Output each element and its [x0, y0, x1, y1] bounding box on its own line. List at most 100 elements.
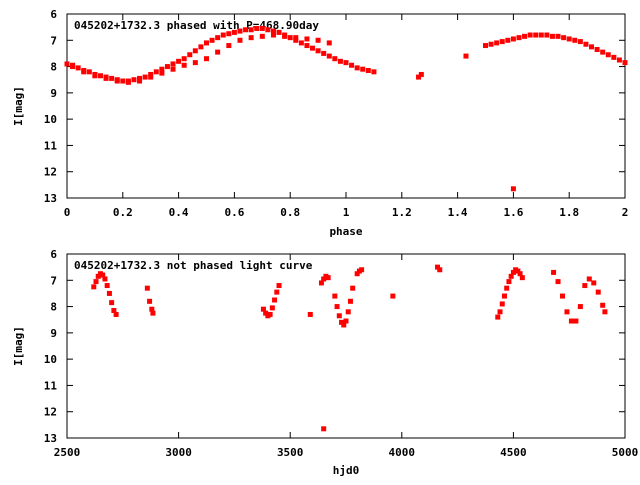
data-point [81, 69, 87, 75]
data-point [150, 310, 156, 316]
data-point [113, 311, 119, 317]
y-tick-label: 12 [44, 406, 57, 419]
data-point [495, 314, 501, 320]
data-point [566, 36, 572, 42]
data-point [181, 62, 187, 68]
data-point [131, 77, 137, 83]
y-tick-label: 8 [50, 61, 57, 74]
data-point [92, 73, 98, 79]
data-point [215, 35, 221, 41]
data-point [142, 74, 148, 80]
data-point [137, 78, 143, 84]
y-tick-label: 9 [50, 327, 57, 340]
y-tick-label: 9 [50, 87, 57, 100]
data-point [343, 318, 349, 324]
data-point [326, 53, 332, 59]
data-point [137, 75, 143, 81]
data-point [616, 57, 622, 63]
data-point [499, 39, 505, 45]
data-point [109, 300, 115, 306]
data-point [586, 276, 592, 282]
data-point [70, 64, 76, 70]
data-point [192, 48, 198, 54]
data-point [102, 276, 108, 282]
data-point [192, 60, 198, 66]
x-axis-title: hjd0 [333, 464, 360, 477]
data-point [595, 289, 601, 295]
data-point [390, 293, 396, 299]
data-point [488, 41, 494, 47]
data-point [506, 279, 512, 285]
data-point [315, 37, 321, 43]
data-point [298, 40, 304, 46]
data-point [220, 32, 226, 38]
data-point [91, 284, 97, 290]
data-point [307, 311, 313, 317]
chart-panel-1: 0 0.2 0.4 0.6 0.8 1 1.2 1.4 1.6 1.8 2 6 7 8 9 10 11 12 13 p… [12, 8, 628, 238]
data-point [577, 304, 583, 310]
data-point [371, 69, 377, 75]
data-point [345, 309, 351, 315]
data-point [204, 56, 209, 62]
data-point [510, 186, 516, 192]
data-point [337, 58, 343, 64]
x-tick-label: 2 [622, 206, 629, 219]
data-point [533, 32, 539, 38]
data-point [516, 35, 522, 41]
x-tick-label: 0.8 [280, 206, 300, 219]
data-point [321, 426, 327, 432]
data-point [483, 43, 488, 49]
data-point [600, 49, 606, 55]
y-tick-label: 6 [50, 248, 57, 261]
data-point [86, 69, 92, 75]
data-point [287, 35, 293, 41]
data-point [64, 61, 70, 67]
data-point [263, 310, 269, 316]
data-point [522, 33, 528, 39]
y-tick-label: 7 [50, 274, 57, 287]
data-point [149, 306, 155, 312]
data-point [602, 309, 608, 315]
data-point [564, 309, 570, 315]
data-point [159, 70, 165, 76]
data-point [572, 37, 578, 43]
y-tick-label: 12 [44, 166, 57, 179]
data-point [293, 35, 299, 41]
data-point [164, 64, 170, 70]
data-point [198, 44, 204, 50]
data-point [582, 283, 588, 289]
data-point [334, 304, 340, 310]
data-point [159, 66, 165, 72]
data-point [267, 311, 273, 317]
data-point [418, 71, 424, 77]
data-point [365, 68, 371, 74]
x-tick-label: 1.4 [448, 206, 468, 219]
data-point [148, 74, 154, 80]
x-tick-label: 1 [343, 206, 350, 219]
data-point [360, 66, 366, 72]
data-point [260, 306, 266, 312]
data-point [106, 290, 112, 296]
data-point [315, 48, 321, 54]
data-point [226, 43, 232, 49]
data-point [561, 35, 567, 41]
x-tick-label: 1.2 [392, 206, 412, 219]
x-tick-label: 5000 [612, 446, 639, 459]
y-tick-label: 11 [44, 139, 58, 152]
y-tick-label: 6 [50, 8, 57, 21]
data-point [282, 33, 288, 39]
data-point [120, 78, 126, 84]
x-tick-label: 3500 [277, 446, 304, 459]
x-tick-label: 0 [64, 206, 71, 219]
data-point [605, 52, 611, 58]
data-point [325, 275, 331, 281]
data-point [310, 45, 316, 51]
data-point [435, 264, 441, 270]
y-tick-label: 13 [44, 192, 57, 205]
data-point [555, 33, 561, 39]
data-point [504, 285, 510, 291]
x-tick-label: 4500 [500, 446, 527, 459]
data-point [555, 279, 561, 285]
data-point [326, 40, 332, 46]
